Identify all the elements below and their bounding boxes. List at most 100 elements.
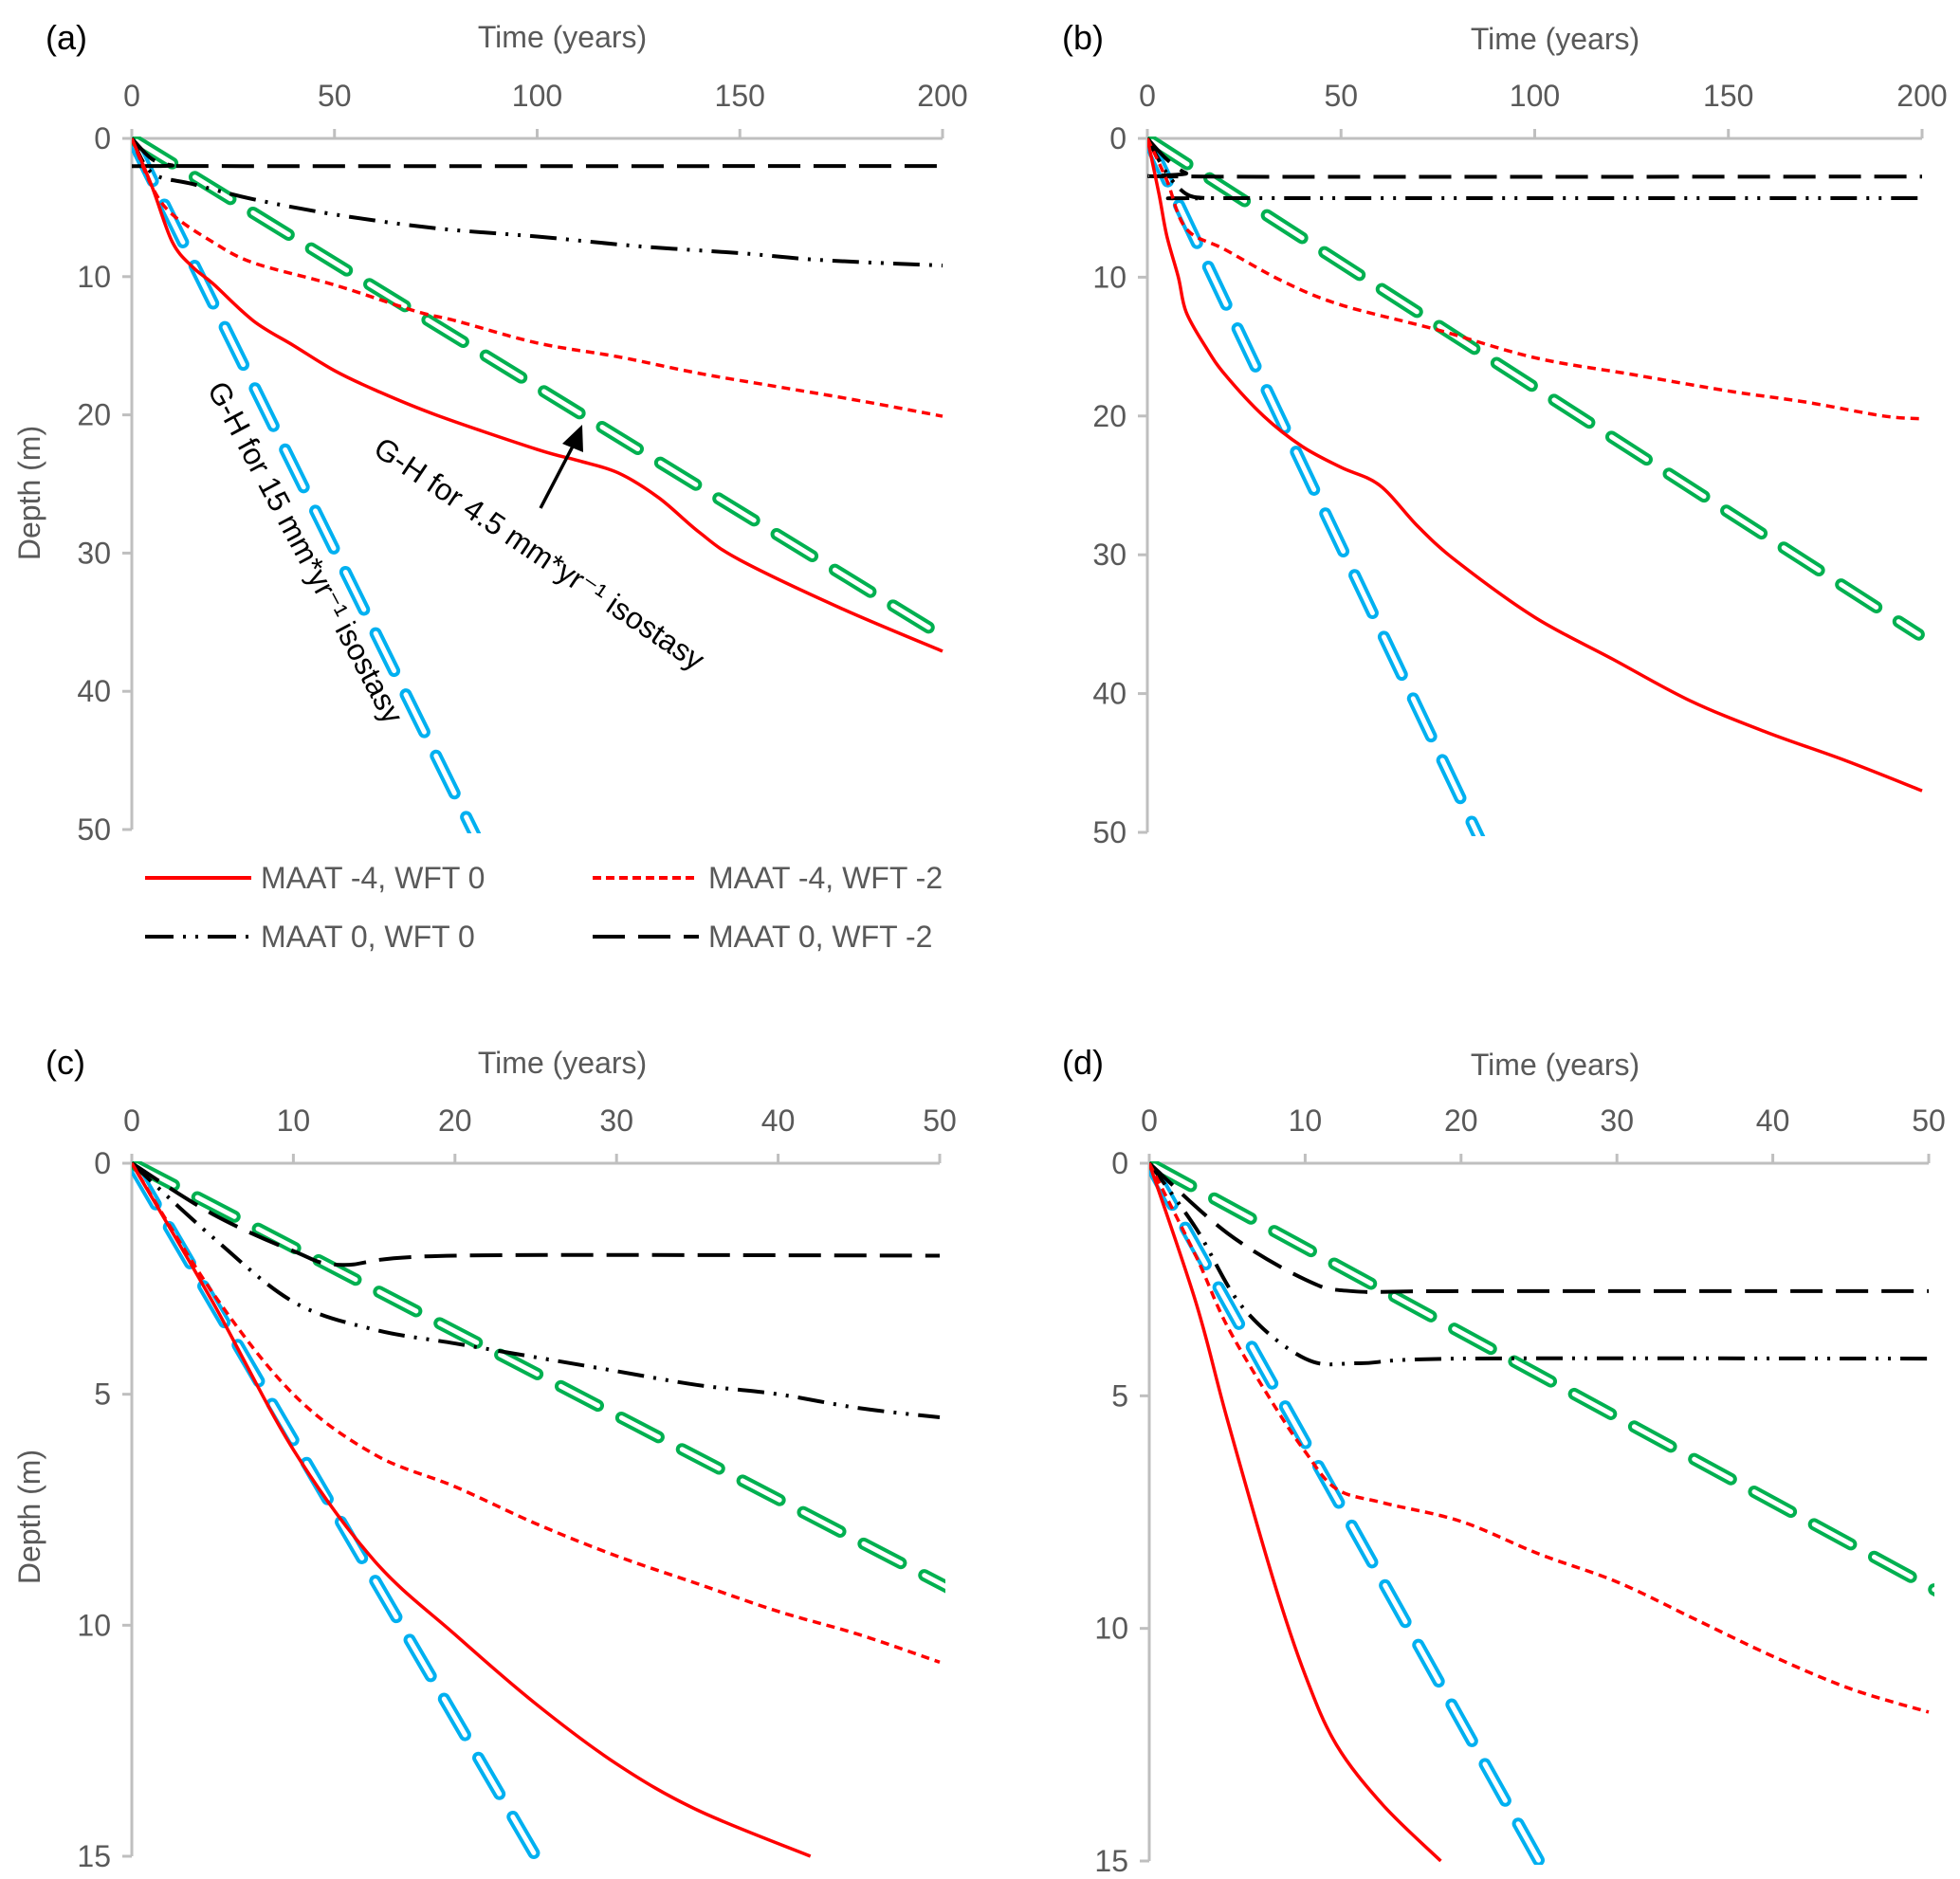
y-tick-label: 10: [1094, 1612, 1128, 1646]
hollow-dash-inner: [1493, 360, 1534, 389]
hollow-dash-inner: [1751, 1489, 1794, 1515]
x-tick-label: 30: [1600, 1104, 1634, 1138]
hollow-dash-inner: [618, 1415, 661, 1440]
hollow-dash-inner: [1469, 819, 1481, 836]
hollow-dash-inner: [1871, 1554, 1914, 1579]
y-tick-label: 10: [77, 1608, 111, 1642]
hollow-dash-inner: [1781, 545, 1822, 574]
hollow-dash-inner: [316, 1257, 358, 1283]
annotation-gh-15: G-H for 15 mm*yr⁻¹ isostasy: [201, 375, 411, 728]
x-tick-label: 50: [1324, 79, 1358, 113]
y-tick-label: 40: [77, 674, 111, 708]
legend-label: MAAT 0, WFT -2: [708, 920, 932, 954]
series-maat-4-wft-2: [1149, 1162, 1930, 1714]
hollow-dash-inner: [1608, 434, 1649, 463]
x-tick-label: 200: [917, 79, 967, 113]
hollow-dash-inner: [161, 202, 186, 245]
hollow-dash-inner: [269, 1401, 296, 1443]
y-tick-label: 30: [77, 536, 111, 570]
hollow-dash-inner: [373, 1578, 399, 1620]
series-g-h-for-15-mm-yr-1-isostasy: [1147, 137, 1486, 836]
y-tick-label: 0: [1109, 121, 1127, 155]
plot-area: [132, 1161, 945, 1859]
hollow-dash-inner: [1439, 757, 1463, 801]
hollow-dash-inner: [1482, 1761, 1508, 1803]
x-tick-label: 20: [1444, 1104, 1478, 1138]
y-tick-label: 5: [94, 1377, 111, 1412]
hollow-dash-inner: [1249, 1344, 1275, 1386]
hollow-dash-inner: [1282, 1404, 1309, 1446]
panel-label-b: (b): [1062, 18, 1104, 57]
plot-area: [1149, 1161, 1934, 1865]
hollow-dash-inner: [1352, 573, 1375, 616]
legend-item: MAAT -4, WFT 0: [145, 861, 485, 895]
hollow-dash-inner: [1383, 1582, 1408, 1625]
x-tick-label: 10: [277, 1104, 311, 1138]
hollow-dash-inner: [1452, 1326, 1493, 1352]
hollow-dash-inner: [1272, 1229, 1313, 1254]
hollow-dash-inner: [376, 1289, 419, 1314]
hollow-dash-outer: [1928, 1583, 1934, 1597]
hollow-dash-inner: [342, 570, 367, 612]
annotation-arrow: [539, 425, 583, 509]
hollow-dash-inner: [222, 324, 247, 368]
series-maat-0-wft-2: [132, 1161, 941, 1268]
y-tick-label: 40: [1092, 677, 1127, 711]
hollow-dash-inner: [1205, 265, 1229, 307]
hollow-dash-inner: [283, 447, 306, 490]
panel-b: 0 50 100 150 200 0 10 20 30 40 50: [1092, 79, 1947, 849]
series-maat-4-wft-2: [132, 1162, 941, 1664]
hollow-dash-inner: [1349, 1523, 1375, 1565]
x-axis-title-d: Time (years): [1471, 1048, 1639, 1082]
hollow-dash-inner: [1551, 397, 1592, 426]
x-tick-label: 0: [123, 1104, 140, 1138]
hollow-dash-inner: [1391, 1293, 1434, 1319]
hollow-dash-inner: [303, 1460, 330, 1502]
hollow-dash-inner: [250, 210, 291, 237]
plot-area: [132, 137, 943, 833]
series-maat-0-wft-0: [132, 1161, 941, 1420]
x-tick-label: 0: [1139, 79, 1156, 113]
hollow-dash-inner: [441, 1696, 467, 1738]
hollow-dash-inner: [1212, 1195, 1254, 1221]
hollow-dash-inner: [1515, 1821, 1542, 1863]
y-tick-label: 15: [77, 1839, 111, 1873]
series-maat-4-wft-2: [132, 137, 943, 418]
hollow-dash-inner: [1264, 212, 1305, 241]
series-g-h-for-15-mm-yr-1-isostasy: [1149, 1161, 1546, 1865]
hollow-dash-inner: [1449, 1702, 1475, 1743]
panel-label-c: (c): [46, 1043, 85, 1082]
series-maat-4-wft-0: [132, 137, 943, 653]
panel-a: 0 50 100 150 200 0 10 20 30 40 50: [77, 79, 967, 847]
hollow-dash-inner: [476, 1755, 503, 1797]
y-tick-label: 20: [77, 398, 111, 432]
hollow-dash-inner: [252, 386, 276, 429]
hollow-dash-inner: [498, 1352, 540, 1377]
hollow-dash-inner: [716, 496, 757, 523]
series-maat-4-wft-0: [132, 1162, 812, 1858]
hollow-dash-inner: [134, 138, 175, 166]
series-g-h-for-4-5-mm-yr-1-isostasy: [132, 137, 935, 634]
series-maat-0-wft-2: [132, 137, 943, 169]
hollow-dash-inner: [367, 282, 408, 309]
x-tick-label: 50: [923, 1104, 957, 1138]
series-maat-0-wft-0: [1147, 137, 1922, 201]
hollow-dash-inner: [1839, 582, 1879, 610]
hollow-dash-inner: [1381, 634, 1404, 678]
hollow-dash-inner: [194, 1195, 237, 1219]
hollow-dash-inner: [861, 1541, 904, 1566]
legend-item: MAAT -4, WFT -2: [593, 861, 943, 895]
panel-label-d: (d): [1062, 1043, 1104, 1082]
hollow-dash-inner: [1182, 1225, 1208, 1268]
panel-d: 0 10 20 30 40 50 0 5 10 15: [1094, 1104, 1945, 1878]
x-tick-label: 100: [1510, 79, 1560, 113]
y-tick-label: 30: [1092, 538, 1127, 572]
hollow-dash-inner: [1149, 138, 1190, 167]
hollow-dash-inner: [1331, 1261, 1374, 1286]
legend-label: MAAT -4, WFT -2: [708, 861, 943, 895]
y-tick-label: 20: [1092, 399, 1127, 433]
y-tick-label: 50: [77, 812, 111, 847]
hollow-dash-inner: [313, 508, 337, 551]
x-tick-label: 0: [123, 79, 140, 113]
hollow-dash-inner: [1631, 1424, 1674, 1450]
